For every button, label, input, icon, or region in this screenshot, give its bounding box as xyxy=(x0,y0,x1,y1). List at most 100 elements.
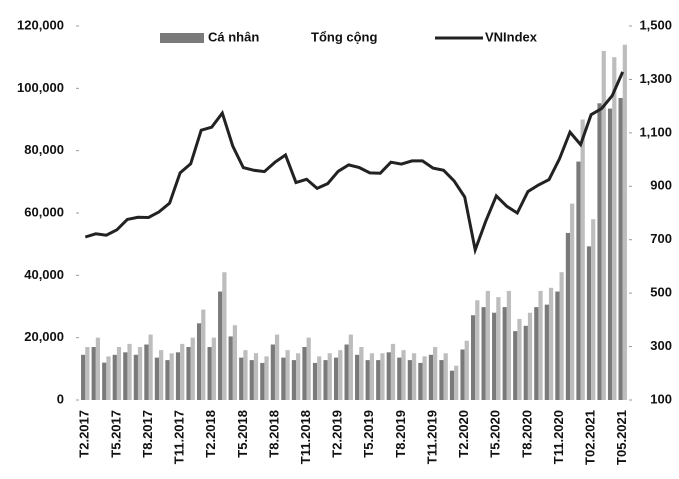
bar xyxy=(591,219,596,400)
bar xyxy=(323,360,328,400)
y2-tick-label: 900 xyxy=(650,178,672,193)
legend-label: VNIndex xyxy=(485,29,538,44)
bar xyxy=(464,340,469,400)
bar xyxy=(232,325,238,400)
y2-tick-label: 1,300 xyxy=(639,71,672,86)
bar xyxy=(201,309,206,400)
bar xyxy=(291,360,297,400)
x-tick-label: T2.2018 xyxy=(203,410,218,458)
y2-tick-label: 1,100 xyxy=(639,124,672,139)
bar xyxy=(137,347,143,400)
bar xyxy=(570,203,575,400)
bar xyxy=(470,315,476,400)
x-tick-label: T5.2018 xyxy=(235,410,250,458)
bar xyxy=(211,337,216,400)
bar xyxy=(338,350,343,400)
y2-tick-label: 100 xyxy=(650,391,672,406)
bar xyxy=(418,362,423,400)
bar xyxy=(144,344,149,400)
bar xyxy=(175,352,181,400)
bar xyxy=(576,161,581,400)
y-tick-label: 60,000 xyxy=(24,204,64,219)
legend-swatch xyxy=(160,33,204,43)
bar xyxy=(281,357,286,400)
bar xyxy=(527,312,533,400)
bar xyxy=(344,344,349,400)
bar xyxy=(355,354,360,400)
bar xyxy=(302,347,307,400)
bar xyxy=(390,343,396,400)
bar xyxy=(102,362,107,400)
bar xyxy=(296,353,301,400)
bar xyxy=(401,350,406,400)
bar xyxy=(260,362,265,400)
bar xyxy=(534,307,539,400)
bar xyxy=(460,349,465,400)
y2-tick-label: 500 xyxy=(650,285,672,300)
y-tick-label: 100,000 xyxy=(17,80,64,95)
bar xyxy=(133,354,138,400)
bar xyxy=(376,360,381,400)
bar xyxy=(365,360,370,400)
bar xyxy=(95,337,101,400)
bar xyxy=(506,290,512,400)
bar xyxy=(386,352,391,400)
bar xyxy=(544,304,549,400)
bar xyxy=(492,312,497,400)
bar xyxy=(81,354,86,400)
bar xyxy=(538,290,543,400)
bar xyxy=(91,347,96,400)
bar xyxy=(513,331,518,400)
x-tick-label: T05.2021 xyxy=(614,410,629,465)
bar xyxy=(207,347,212,400)
bar xyxy=(475,300,480,400)
bar xyxy=(422,356,427,400)
bar xyxy=(333,357,339,400)
y-tick-label: 0 xyxy=(57,391,64,406)
bar xyxy=(148,334,153,400)
bar xyxy=(190,337,195,400)
bar xyxy=(449,370,455,400)
bar xyxy=(397,357,402,400)
bar xyxy=(548,287,554,400)
x-tick-label: T11.2018 xyxy=(298,410,313,464)
y2-tick-label: 300 xyxy=(650,338,672,353)
bar xyxy=(433,347,438,400)
y2-tick-label: 1,500 xyxy=(639,17,672,32)
bar xyxy=(127,343,132,400)
bar xyxy=(348,334,353,400)
y2-tick-label: 700 xyxy=(650,231,672,246)
bar xyxy=(327,353,332,400)
bar xyxy=(481,307,486,400)
bar xyxy=(559,272,564,400)
x-tick-label: T5.2017 xyxy=(108,410,123,458)
bar xyxy=(586,246,592,400)
bar xyxy=(496,297,501,400)
x-tick-label: T8.2017 xyxy=(140,410,155,458)
bar xyxy=(502,307,507,400)
bar xyxy=(485,290,490,400)
bar xyxy=(253,353,259,400)
bar xyxy=(306,337,311,400)
bar xyxy=(165,360,170,400)
bar xyxy=(359,347,364,400)
bar xyxy=(428,354,434,400)
x-tick-label: T8.2018 xyxy=(266,410,281,458)
bar xyxy=(154,357,160,400)
bar xyxy=(196,323,202,400)
bar xyxy=(274,334,280,400)
bar xyxy=(222,272,227,400)
bar xyxy=(285,350,290,400)
bar xyxy=(112,354,117,400)
bar xyxy=(565,232,571,400)
x-tick-label: T11.2019 xyxy=(424,410,439,464)
bar xyxy=(580,119,585,400)
bar xyxy=(312,362,318,400)
bar xyxy=(243,350,248,400)
bar xyxy=(443,353,448,400)
bar xyxy=(228,336,233,400)
bar xyxy=(123,352,128,400)
bar xyxy=(523,325,528,400)
x-tick-label: T2.2017 xyxy=(77,410,92,458)
